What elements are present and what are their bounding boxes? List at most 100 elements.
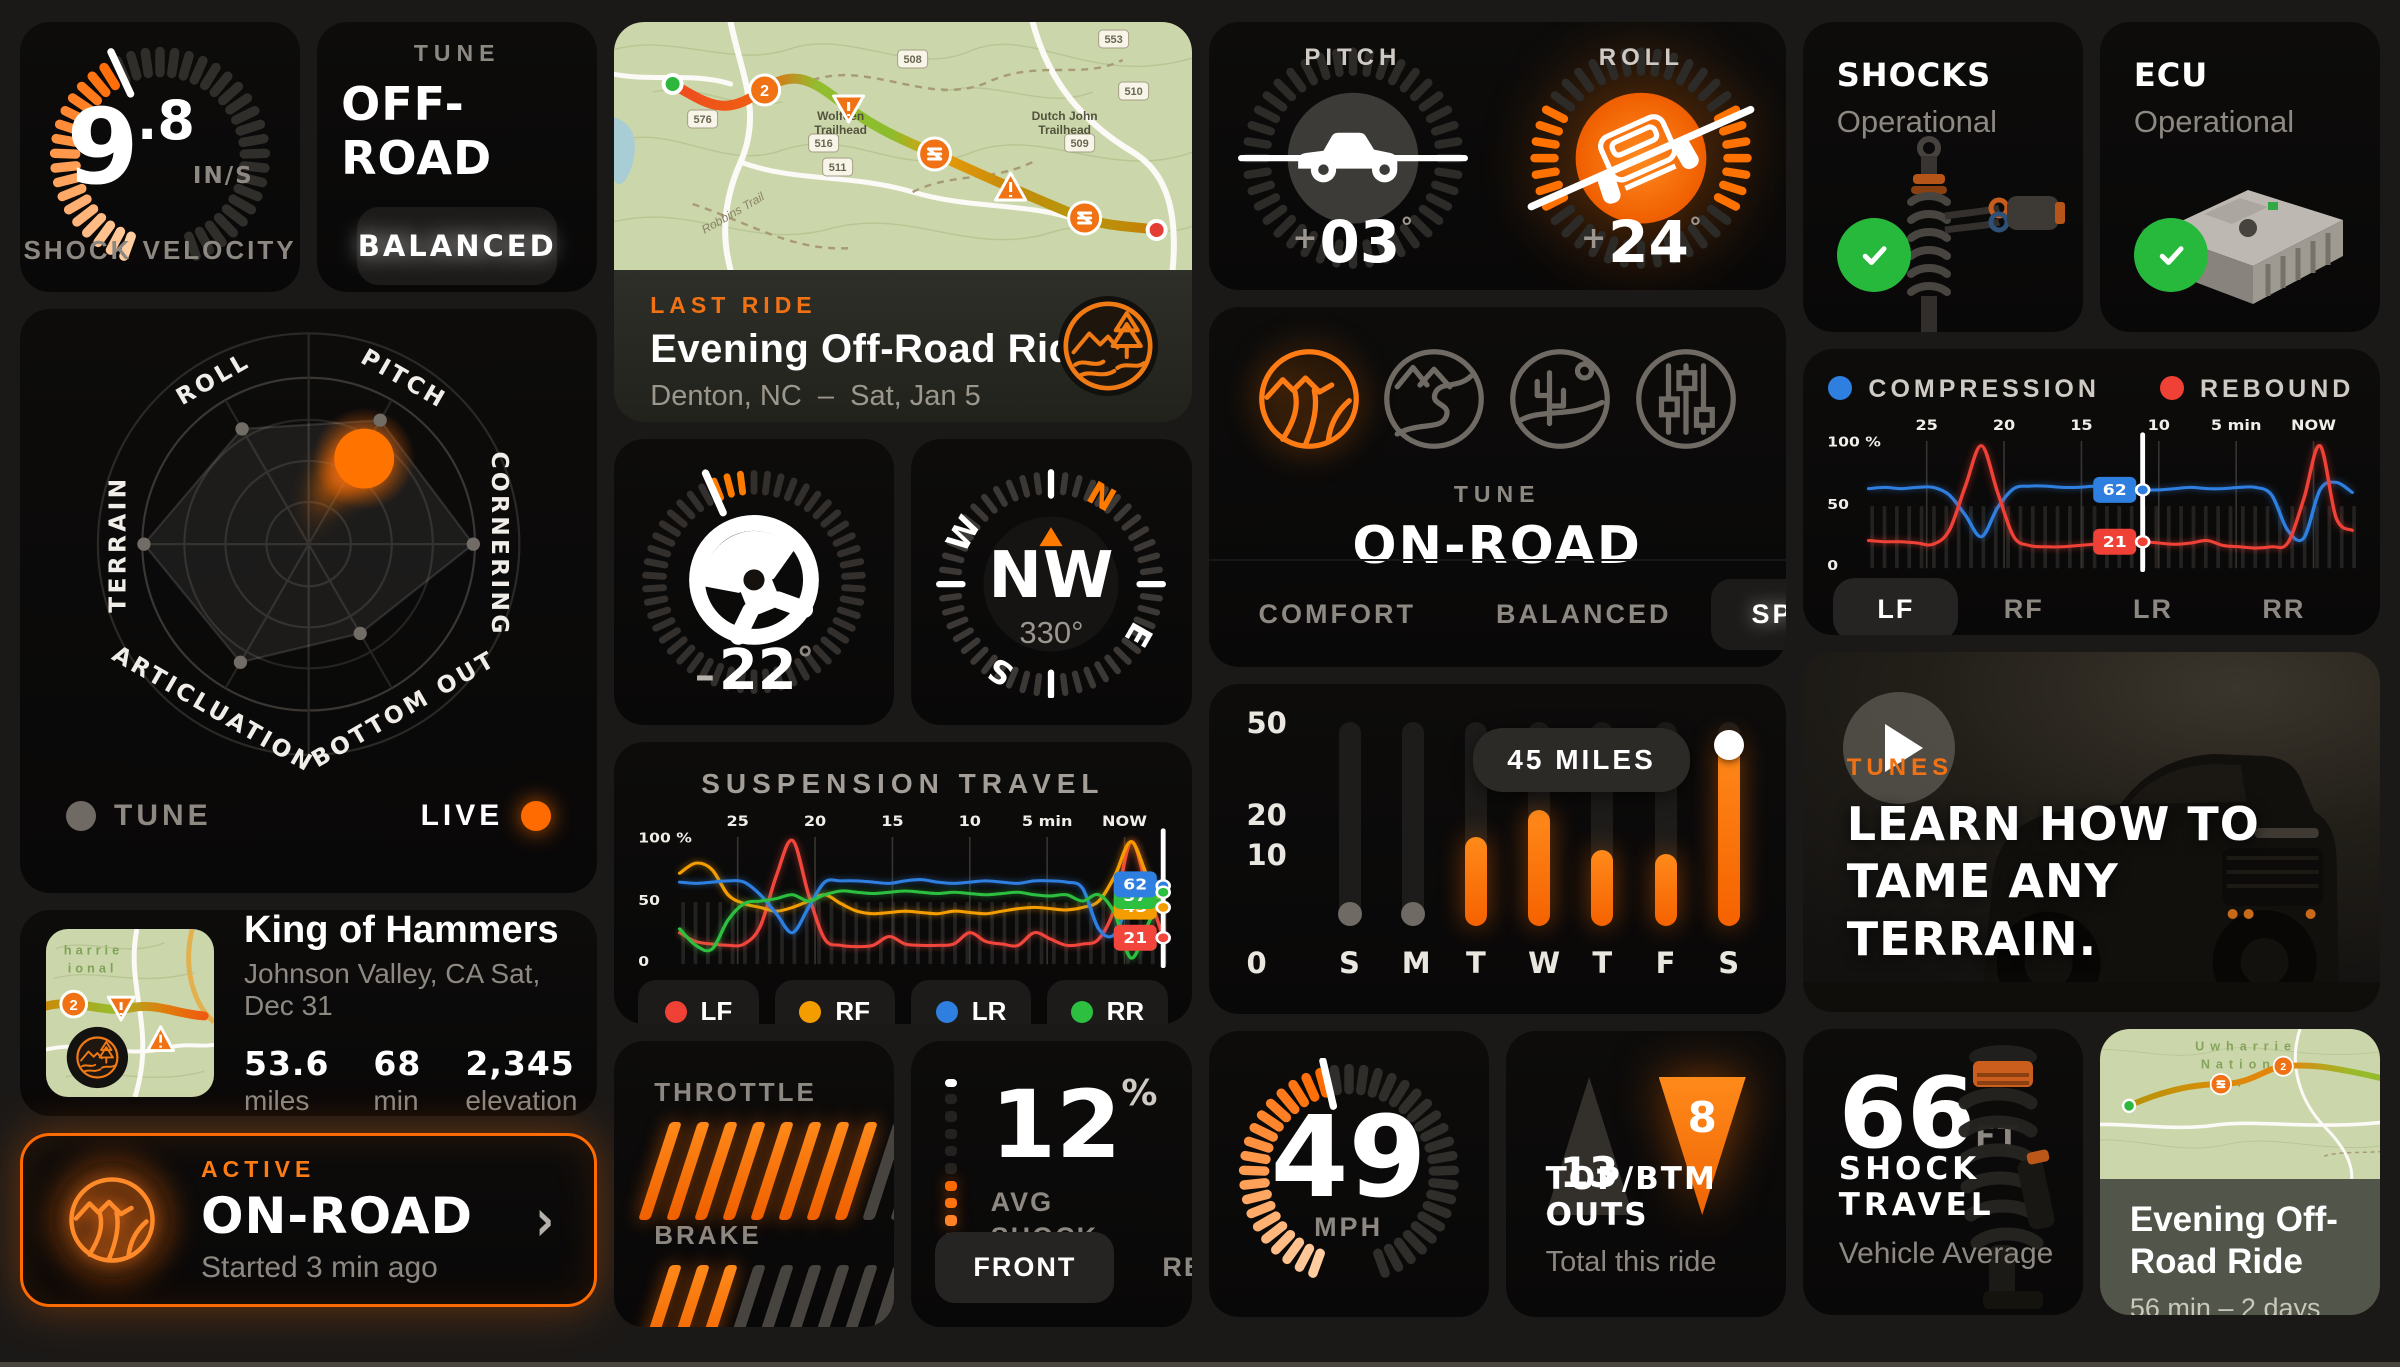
weekly-bar-0[interactable] xyxy=(1337,722,1362,926)
svg-text:510: 510 xyxy=(1125,86,1143,98)
truck-photo xyxy=(1802,754,2380,1012)
outs-subtitle: Total this ride xyxy=(1545,1246,1717,1278)
active-kicker: ACTIVE xyxy=(201,1155,316,1182)
svg-text:ional: ional xyxy=(68,960,118,975)
ride-brand-badge xyxy=(1057,296,1158,396)
route-end-marker xyxy=(1145,219,1168,241)
tune-kicker: TUNE xyxy=(413,39,501,66)
tab-rr[interactable]: RR xyxy=(2262,594,2306,624)
last-ride-kicker: LAST RIDE xyxy=(650,292,817,318)
tunes-video-card[interactable]: TUNES LEARN HOW TO TAME ANY TERRAIN. xyxy=(1802,652,2380,1012)
weekly-bar-6[interactable] xyxy=(1713,722,1744,926)
shock-event-marker-2[interactable] xyxy=(1067,200,1103,236)
roll-gauge: ROLL +24° xyxy=(1497,22,1786,290)
svg-text:0: 0 xyxy=(1827,558,1838,572)
tab-lf[interactable]: LF xyxy=(1833,578,1959,635)
compass-pointer-icon xyxy=(1039,527,1064,547)
svg-text:511: 511 xyxy=(829,162,847,174)
recent-ride-card[interactable]: Uwharrie National For 2 xyxy=(2099,1029,2380,1315)
waypoint-2-marker[interactable]: 2 xyxy=(748,73,782,107)
weekly-bar-1[interactable] xyxy=(1400,722,1425,926)
shock-event-marker[interactable] xyxy=(917,136,953,172)
legend-pill-lf[interactable]: LF xyxy=(638,980,759,1024)
tune-icon-custom[interactable] xyxy=(1630,343,1742,455)
ecu-status-card: ECU Operational xyxy=(2099,22,2380,332)
last-ride-subtitle: Denton, NC – Sat, Jan 5 xyxy=(650,380,981,412)
tab-rear[interactable]: REAR xyxy=(1162,1252,1191,1282)
tab-rf[interactable]: RF xyxy=(2003,594,2044,624)
throttle-label: THROTTLE xyxy=(654,1077,817,1107)
steering-angle-card: –22° xyxy=(614,439,895,725)
bottom-outs-triangle-icon: 8 xyxy=(1658,1077,1746,1215)
weekly-miles-card: 50 20 10 S M T W T F S 0 45 MILES xyxy=(1208,684,1786,1014)
svg-text:2: 2 xyxy=(760,83,769,100)
tune-icon-onroad[interactable] xyxy=(1253,343,1365,455)
shock-absorber-image xyxy=(1906,136,2065,332)
compression-rebound-chart: 25 20 15 10 5 min NOW 100 % 50 0 62 21 xyxy=(1827,417,2356,572)
active-tune-subtitle: Started 3 min ago xyxy=(201,1250,438,1284)
tune-onroad-title: ON-ROAD xyxy=(1352,516,1642,576)
svg-text:21: 21 xyxy=(1124,929,1148,947)
svg-text:N: N xyxy=(1081,475,1122,519)
tune-offroad-card[interactable]: TUNE OFF-ROAD BALANCED xyxy=(317,22,598,292)
svg-text:Trailhead: Trailhead xyxy=(1039,123,1092,137)
active-tune-card[interactable]: ACTIVE ON-ROAD Started 3 min ago › xyxy=(20,1133,598,1307)
top-outs-triangle-icon: 13 xyxy=(1545,1077,1633,1215)
legend-pill-rr[interactable]: RR xyxy=(1047,980,1168,1024)
ride-radar-card: ROLL PITCH CORNERING BOTTOM OUT ARTICLUATION… xyxy=(20,309,598,893)
warning-marker-up[interactable] xyxy=(994,171,1028,202)
steering-gauge xyxy=(642,469,867,695)
waypoint-badge: 2 xyxy=(70,998,78,1014)
svg-text:508: 508 xyxy=(904,54,922,66)
shocks-status-card: SHOCKS Operational xyxy=(1802,22,2083,332)
balanced-button[interactable]: BALANCED xyxy=(357,206,557,285)
svg-text:5 min: 5 min xyxy=(2211,417,2262,434)
tune-dot xyxy=(66,801,96,831)
mode-balanced[interactable]: BALANCED xyxy=(1495,598,1672,629)
legend-rebound[interactable]: REBOUND xyxy=(2159,375,2354,404)
legend-pill-lr[interactable]: LR xyxy=(910,980,1032,1024)
recent-ride-map[interactable]: Uwharrie National For 2 xyxy=(2099,1029,2380,1179)
king-of-hammers-card[interactable]: harrie ional 2 xyxy=(20,910,598,1116)
radar-legend-live[interactable]: LIVE xyxy=(421,799,552,833)
roll-value: +24° xyxy=(1581,208,1702,276)
brake-bars xyxy=(638,1265,895,1327)
active-tune-icon xyxy=(53,1161,171,1279)
play-icon xyxy=(1884,724,1923,772)
play-button[interactable] xyxy=(1842,692,1955,804)
mode-sport[interactable]: SPORT xyxy=(1711,578,1786,650)
svg-text:553: 553 xyxy=(1105,34,1123,46)
suspension-chart-title: SUSPENSION TRAVEL xyxy=(701,768,1105,799)
compression-rebound-card: COMPRESSION REBOUND 25 20 15 10 5 min NOW 100 … xyxy=(1802,349,2380,635)
truck-side-icon xyxy=(1297,132,1398,183)
legend-pill-rf[interactable]: RF xyxy=(774,980,895,1024)
tab-front[interactable]: FRONT xyxy=(935,1232,1115,1303)
svg-text:516: 516 xyxy=(815,138,833,150)
weekly-miles-chart[interactable]: 50 20 10 S M T W T F S 0 45 MILES xyxy=(1209,684,1786,1014)
mode-comfort[interactable]: COMFORT xyxy=(1258,598,1416,629)
shocks-title: SHOCKS xyxy=(1836,56,1992,94)
throttle-brake-card: THROTTLE 66% BRAKE 27% xyxy=(614,1041,895,1327)
tunes-kicker: TUNES xyxy=(1846,753,1954,781)
steering-angle-value: –22° xyxy=(694,638,814,703)
legend-compression[interactable]: COMPRESSION xyxy=(1828,375,2100,404)
chevron-right-icon[interactable]: › xyxy=(535,1186,555,1254)
hazard-marker-down[interactable] xyxy=(832,94,866,124)
last-ride-map-card[interactable]: Robbins Trail 576 508 516 511 509 xyxy=(614,22,1192,422)
tab-lr[interactable]: LR xyxy=(2133,594,2174,624)
tune-onroad-kicker: TUNE xyxy=(1453,481,1541,507)
tune-icon-baja[interactable] xyxy=(1504,343,1616,455)
svg-text:10: 10 xyxy=(959,813,981,830)
shock-velocity-gauge xyxy=(49,46,271,261)
route-map[interactable]: Robbins Trail 576 508 516 511 509 xyxy=(614,22,1192,270)
shock-velocity-label: SHOCK VELOCITY xyxy=(23,234,297,265)
tune-offroad-title: OFF-ROAD xyxy=(341,76,493,185)
tune-icon-offroad[interactable] xyxy=(1378,343,1490,455)
steering-wheel-icon xyxy=(689,515,820,645)
radar-legend-tune[interactable]: TUNE xyxy=(66,799,212,833)
ride-subtitle: Johnson Valley, CA Sat, Dec 31 xyxy=(244,958,541,1021)
svg-text:20: 20 xyxy=(1993,417,2015,434)
